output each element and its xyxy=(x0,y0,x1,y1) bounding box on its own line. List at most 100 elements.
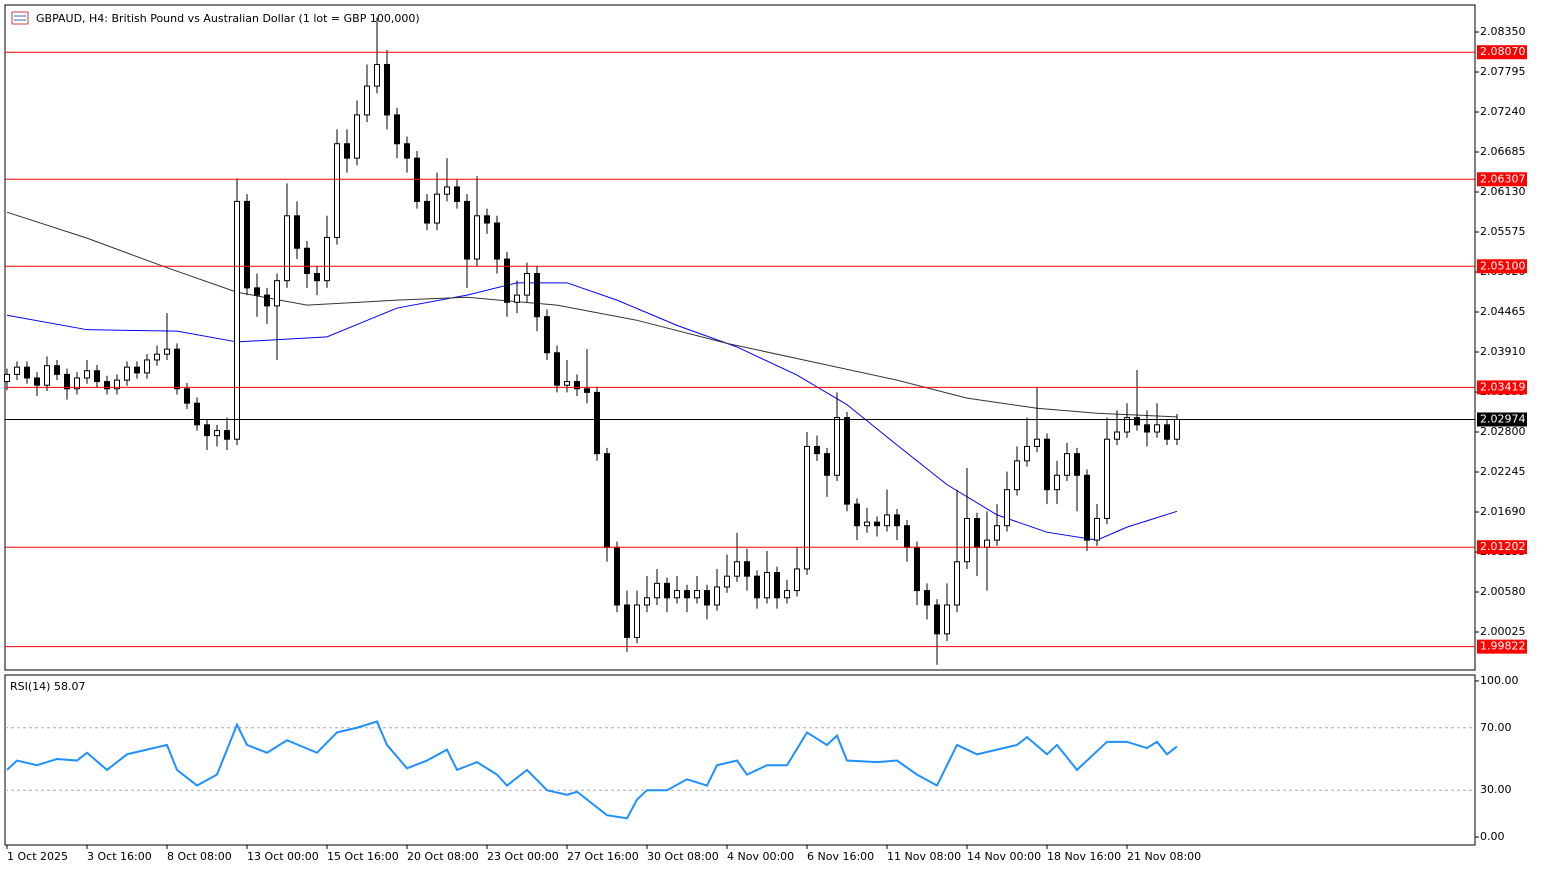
candle-body xyxy=(904,525,910,548)
candle-body xyxy=(914,546,920,592)
candle-body xyxy=(474,215,480,260)
candle-body xyxy=(814,445,820,455)
candle-body xyxy=(804,445,810,570)
candle-body xyxy=(614,546,620,606)
candle-body xyxy=(74,377,80,390)
candle-body xyxy=(494,222,500,260)
candle-body xyxy=(574,381,580,390)
candle-body xyxy=(824,453,830,476)
level-tag xyxy=(1477,45,1527,60)
y-tick-label: 2.03910 xyxy=(1480,345,1526,358)
level-label: 2.03419 xyxy=(1480,380,1526,393)
candle-body xyxy=(274,280,280,307)
rsi-tick-label: 0.00 xyxy=(1480,830,1505,843)
candle-body xyxy=(544,316,550,354)
candle-body xyxy=(654,582,660,599)
level-tag xyxy=(1477,380,1527,395)
x-tick-label: 13 Oct 00:00 xyxy=(247,850,319,863)
candle-body xyxy=(624,604,630,638)
candle-body xyxy=(1074,453,1080,476)
candle-body xyxy=(794,568,800,592)
candle-body xyxy=(864,521,870,527)
candle-body xyxy=(604,453,610,548)
candle-body xyxy=(874,521,880,527)
candle-body xyxy=(1094,518,1100,541)
candle-body xyxy=(964,518,970,563)
level-tag xyxy=(1477,259,1527,274)
candle-body xyxy=(124,366,130,381)
candle-body xyxy=(1174,418,1180,440)
y-tick-label: 2.08350 xyxy=(1480,25,1526,38)
candle-body xyxy=(1114,431,1120,440)
candle-body xyxy=(734,561,740,577)
candle-body xyxy=(154,353,160,361)
x-tick-label: 23 Oct 00:00 xyxy=(487,850,559,863)
symbol-icon xyxy=(11,11,29,25)
candle-body xyxy=(1044,438,1050,491)
x-tick-label: 20 Oct 08:00 xyxy=(407,850,479,863)
rsi-tick-label: 70.00 xyxy=(1480,721,1512,734)
candle-body xyxy=(1144,424,1150,433)
current-price-tag xyxy=(1477,412,1527,427)
candle-body xyxy=(54,365,60,375)
candle-body xyxy=(184,388,190,404)
rsi-tick-label: 100.00 xyxy=(1480,674,1519,687)
candle-body xyxy=(764,572,770,599)
x-tick-label: 30 Oct 08:00 xyxy=(647,850,719,863)
candle-body xyxy=(204,424,210,437)
rsi-pane xyxy=(4,674,1476,846)
candle-body xyxy=(694,590,700,599)
candle-body xyxy=(784,590,790,599)
level-tag xyxy=(1477,540,1527,555)
rsi-tick-label: 30.00 xyxy=(1480,783,1512,796)
candle-body xyxy=(944,604,950,635)
x-tick-label: 27 Oct 16:00 xyxy=(567,850,639,863)
x-tick-label: 21 Nov 08:00 xyxy=(1127,850,1201,863)
candle-body xyxy=(84,370,90,379)
y-tick-label: 2.06130 xyxy=(1480,185,1526,198)
candle-body xyxy=(94,370,100,383)
candle-body xyxy=(924,590,930,606)
candle-body xyxy=(424,200,430,224)
y-tick-label: 2.04465 xyxy=(1480,305,1526,318)
candle-body xyxy=(354,114,360,159)
candle-body xyxy=(1054,474,1060,491)
candle-body xyxy=(634,604,640,638)
candle-body xyxy=(724,575,730,588)
candle-body xyxy=(714,586,720,606)
y-tick-label: 2.02245 xyxy=(1480,465,1526,478)
candle-body xyxy=(24,366,30,379)
candle-body xyxy=(14,366,20,375)
candle-body xyxy=(164,348,170,355)
candle-body xyxy=(484,215,490,224)
candle-body xyxy=(244,200,250,289)
candle-body xyxy=(314,272,320,282)
candle-body xyxy=(294,215,300,249)
level-label: 2.01202 xyxy=(1480,540,1526,553)
candle-body xyxy=(674,590,680,599)
candle-body xyxy=(1164,424,1170,440)
candle-body xyxy=(854,503,860,527)
candle-body xyxy=(224,430,230,440)
candle-body xyxy=(894,514,900,527)
candle-body xyxy=(504,258,510,303)
candle-body xyxy=(884,514,890,527)
candle-body xyxy=(134,366,140,374)
candle-body xyxy=(934,604,940,635)
candle-body xyxy=(984,539,990,548)
candle-body xyxy=(1004,489,1010,527)
candle-body xyxy=(684,590,690,599)
candle-body xyxy=(334,143,340,238)
y-tick-label: 2.06685 xyxy=(1480,145,1526,158)
level-tag xyxy=(1477,639,1527,654)
x-tick-label: 3 Oct 16:00 xyxy=(87,850,152,863)
candle-body xyxy=(464,200,470,260)
x-tick-label: 8 Oct 08:00 xyxy=(167,850,232,863)
candle-body xyxy=(44,365,50,386)
candle-body xyxy=(264,294,270,307)
y-tick-label: 2.00580 xyxy=(1480,585,1526,598)
level-label: 1.99822 xyxy=(1480,640,1526,653)
candle-body xyxy=(834,417,840,476)
x-tick-label: 4 Nov 00:00 xyxy=(727,850,794,863)
